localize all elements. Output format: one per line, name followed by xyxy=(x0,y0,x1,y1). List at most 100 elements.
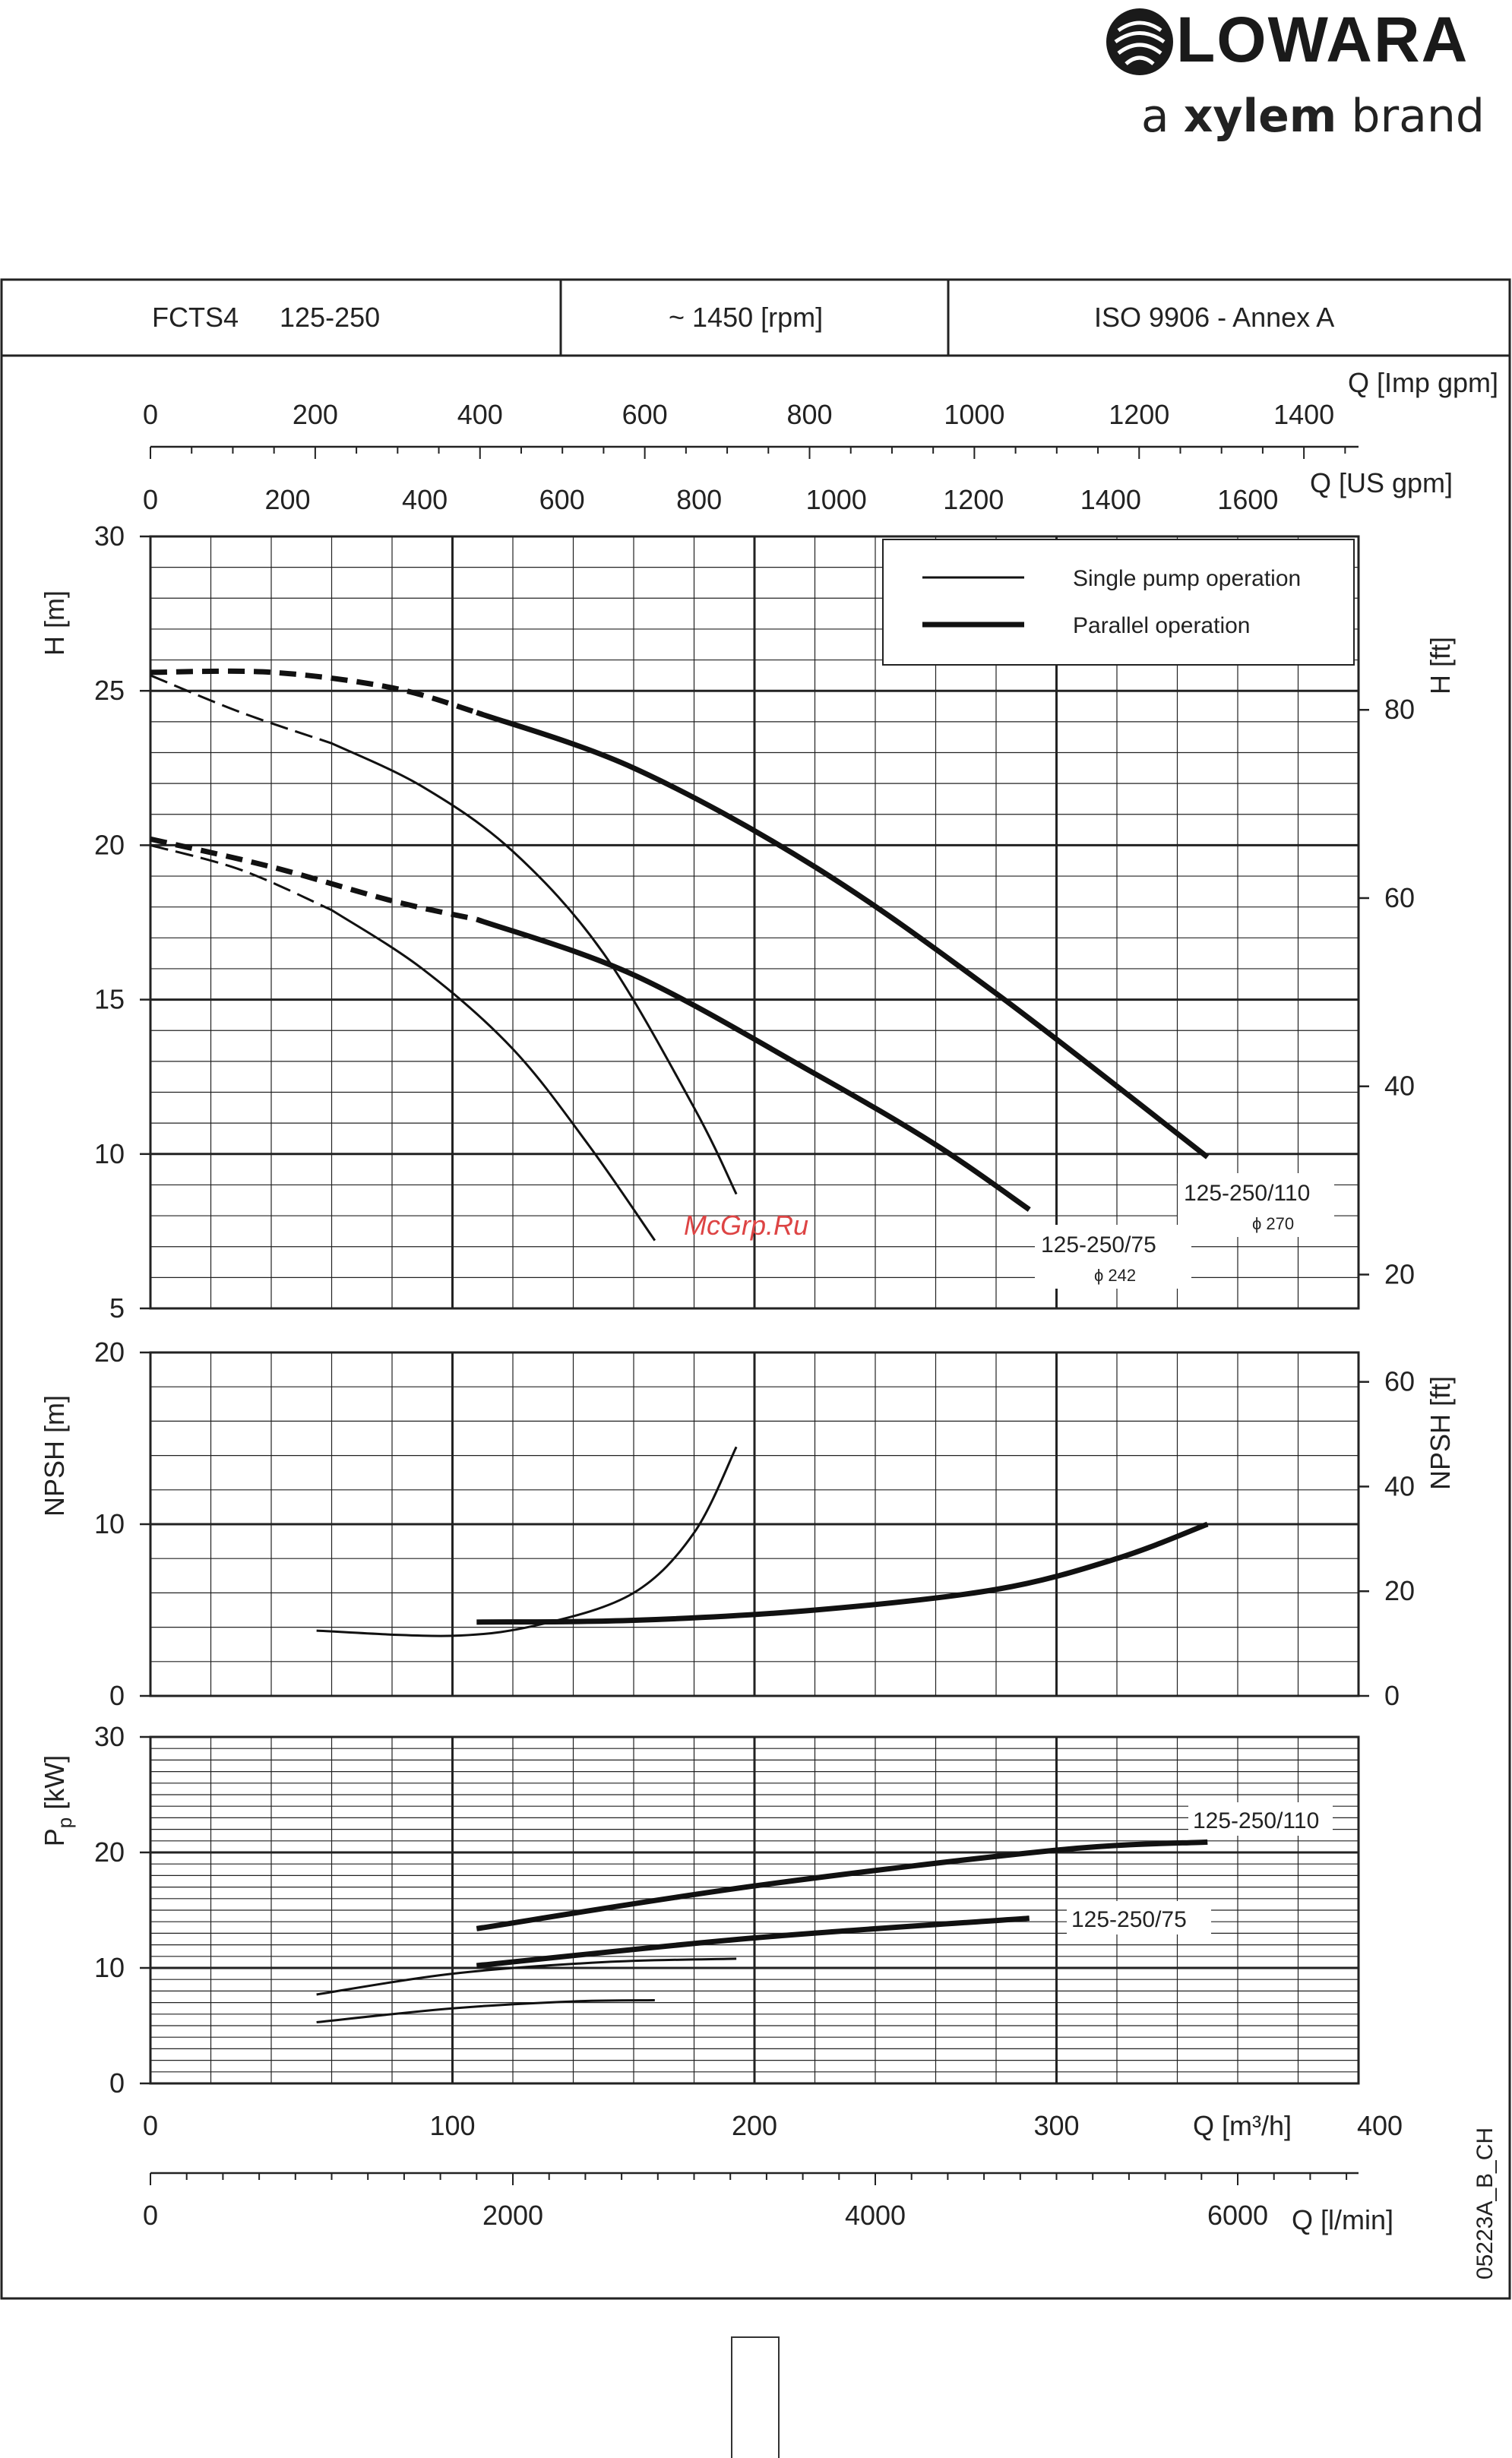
power-single-75-curve xyxy=(316,1999,655,2023)
chart-frame xyxy=(0,278,1511,2300)
power-curve-label: 125-250/75 xyxy=(1071,1907,1187,1932)
single-75-curve xyxy=(331,909,656,1242)
imp-gpm-tick-label: 1400 xyxy=(1273,399,1334,430)
head-ft-tick-label: 60 xyxy=(1384,882,1415,913)
brand-name: LOWARA xyxy=(1176,4,1469,75)
lowara-swirl-logo-icon xyxy=(1106,8,1173,75)
imp-gpm-tick-label: 600 xyxy=(622,399,668,430)
q-m3h-axis-title: Q [m³/h] xyxy=(1193,2110,1292,2141)
power-ytick-label: 0 xyxy=(109,2067,125,2099)
q-m3h-tick-label: 0 xyxy=(143,2110,158,2141)
chart-grid xyxy=(149,535,1360,2085)
us-gpm-tick-label: 1000 xyxy=(806,484,867,515)
parallel-110-dashed xyxy=(150,668,478,716)
imp-gpm-tick-label: 400 xyxy=(457,399,503,430)
brand-logo: LOWARA a xylem brand xyxy=(1094,0,1489,152)
speed-cell: ~ 1450 [rpm] xyxy=(669,302,824,333)
power-ylabel-unit: [kW] xyxy=(39,1755,70,1817)
npsh-ft-tick-label: 40 xyxy=(1384,1470,1415,1501)
single-110-curve xyxy=(331,742,738,1195)
power-ylabel-main: P xyxy=(39,1828,70,1846)
legend-label: Parallel operation xyxy=(1073,613,1250,638)
model-cell: FCTS4 125-250 xyxy=(152,280,380,356)
head-panel-border xyxy=(149,535,1360,1310)
model-name: FCTS4 xyxy=(152,302,239,333)
q-m3h-tick-label: 200 xyxy=(732,2110,777,2141)
chart-labels: Single pump operation Parallel operation 1… xyxy=(882,539,1355,1934)
npsh-single-curve xyxy=(316,1446,738,1637)
head-ft-tick-label: 40 xyxy=(1384,1071,1415,1102)
us-gpm-tick-label: 200 xyxy=(265,484,311,515)
standard-cell: ISO 9906 - Annex A xyxy=(1094,302,1335,333)
power-label-bg xyxy=(1067,1901,1211,1934)
head-curve-label: 125-250/110 xyxy=(1184,1181,1310,1206)
drawing-code: 05223A_B_CH xyxy=(1472,2127,1498,2279)
q-lmin-tick-label: 0 xyxy=(143,2200,158,2231)
parallel-110-curve xyxy=(476,710,1210,1159)
head-ft-tick-label: 20 xyxy=(1384,1258,1415,1289)
chart-series xyxy=(150,668,1210,2023)
us-gpm-axis-title: Q [US gpm] xyxy=(1310,467,1453,498)
npsh-ytick-label: 20 xyxy=(94,1337,125,1368)
tagline-suffix: brand xyxy=(1336,90,1485,143)
single-110-dashed xyxy=(150,674,332,745)
us-gpm-tick-label: 1600 xyxy=(1217,484,1278,515)
curve-label-bg xyxy=(1178,1173,1334,1237)
tagline-bold: xylem xyxy=(1183,90,1337,143)
q-m3h-tick-label: 100 xyxy=(429,2110,475,2141)
power-label-bg xyxy=(1188,1802,1333,1836)
curve-label-bg xyxy=(1035,1225,1191,1289)
brand-tagline: a xylem brand xyxy=(1141,90,1485,143)
npsh-ylabel-right: NPSH [ft] xyxy=(1425,1376,1456,1490)
q-m3h-tick-label: 300 xyxy=(1033,2110,1079,2141)
head-ft-tick-label: 80 xyxy=(1384,694,1415,725)
npsh-ylabel-left: NPSH [m] xyxy=(39,1395,70,1517)
power-ytick-label: 10 xyxy=(94,1952,125,1983)
head-curve-label: 125-250/75 xyxy=(1041,1232,1156,1257)
page-number-box xyxy=(731,2336,780,2458)
chart-header: FCTS4 125-250 ~ 1450 [rpm] ISO 9906 - Ann… xyxy=(0,280,1512,356)
parallel-75-dashed xyxy=(150,836,478,922)
npsh-ft-tick-label: 0 xyxy=(1384,1680,1400,1711)
outer-frame xyxy=(0,278,1511,2300)
model-size: 125-250 xyxy=(280,302,381,333)
us-gpm-tick-label: 1200 xyxy=(943,484,1004,515)
head-ylabel-right: H [ft] xyxy=(1425,637,1456,694)
head-ylabel-left: H [m] xyxy=(39,590,70,656)
power-panel-border xyxy=(149,1735,1360,2085)
power-parallel-110-curve xyxy=(476,1839,1208,1931)
power-ylabel: Pp [kW] xyxy=(39,1755,76,1846)
power-ytick-label: 30 xyxy=(94,1721,125,1752)
npsh-ft-tick-label: 60 xyxy=(1384,1366,1415,1397)
imp-gpm-tick-label: 200 xyxy=(293,399,338,430)
head-curve-diameter: ϕ 242 xyxy=(1094,1266,1136,1285)
legend-box xyxy=(882,539,1355,666)
imp-gpm-tick-label: 800 xyxy=(786,399,832,430)
head-curve-diameter: ϕ 270 xyxy=(1252,1214,1294,1233)
us-gpm-tick-label: 0 xyxy=(143,484,158,515)
power-ylabel-sub: p xyxy=(53,1817,76,1828)
single-75-dashed xyxy=(150,843,333,912)
imp-gpm-tick-label: 1200 xyxy=(1109,399,1169,430)
npsh-ytick-label: 0 xyxy=(109,1680,125,1711)
tagline-prefix: a xyxy=(1140,90,1184,143)
power-curve-label: 125-250/110 xyxy=(1193,1808,1319,1833)
us-gpm-tick-label: 600 xyxy=(539,484,585,515)
q-lmin-tick-label: 4000 xyxy=(845,2200,906,2231)
head-ytick-label: 30 xyxy=(94,520,125,552)
watermark-text: McGrp.Ru xyxy=(684,1210,809,1241)
imp-gpm-tick-label: 1000 xyxy=(944,399,1004,430)
head-ytick-label: 25 xyxy=(94,675,125,706)
us-gpm-tick-label: 1400 xyxy=(1080,484,1141,515)
npsh-parallel-curve xyxy=(476,1521,1209,1625)
npsh-ft-tick-label: 20 xyxy=(1384,1575,1415,1606)
power-single-110-curve xyxy=(316,1957,737,1996)
parallel-75-curve xyxy=(476,916,1031,1212)
head-ytick-label: 5 xyxy=(109,1292,125,1324)
q-m3h-tick-label: 400 xyxy=(1357,2110,1403,2141)
us-gpm-tick-label: 800 xyxy=(676,484,722,515)
us-gpm-tick-label: 400 xyxy=(402,484,448,515)
power-parallel-75-curve xyxy=(476,1915,1030,1969)
imp-gpm-axis-title: Q [Imp gpm] xyxy=(1348,367,1498,398)
